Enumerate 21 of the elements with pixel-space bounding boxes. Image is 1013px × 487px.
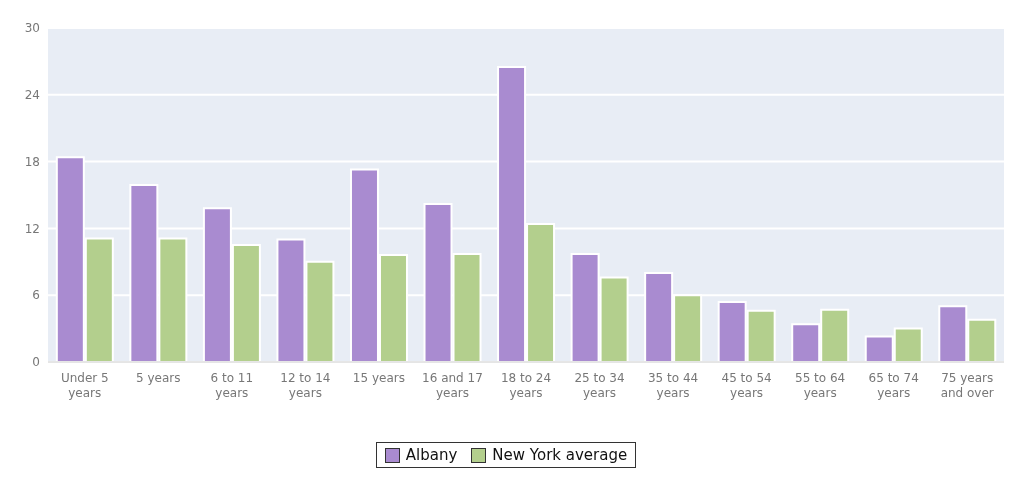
x-tick-label: 35 to 44 years xyxy=(647,371,699,400)
x-tick-label: 65 to 74 years xyxy=(868,371,919,400)
y-tick-label: 30 xyxy=(24,21,40,36)
x-tick-label: 18 to 24 years xyxy=(500,371,552,400)
legend-label: New York average xyxy=(491,446,628,464)
x-tick-label: 12 to 14 years xyxy=(280,371,331,400)
y-tick-label: 18 xyxy=(24,154,40,169)
y-tick-label: 12 xyxy=(24,221,40,236)
y-tick-label: 24 xyxy=(24,88,40,103)
x-tick-label: 16 and 17 years xyxy=(422,371,483,400)
x-tick-label: Under 5 years xyxy=(60,371,109,400)
y-tick-label: 0 xyxy=(32,355,40,370)
x-tick-label: 75 years and over xyxy=(940,371,994,400)
x-tick-label: 5 years xyxy=(136,371,181,385)
legend-label: Albany xyxy=(404,446,458,464)
x-tick-label: 25 to 34 years xyxy=(574,371,625,400)
y-tick-label: 6 xyxy=(32,288,40,303)
x-tick-label: 55 to 64 years xyxy=(795,371,846,400)
x-tick-label: 15 years xyxy=(352,371,405,385)
x-tick-label: 6 to 11 years xyxy=(210,371,254,400)
x-tick-label: 45 to 54 years xyxy=(721,371,772,400)
